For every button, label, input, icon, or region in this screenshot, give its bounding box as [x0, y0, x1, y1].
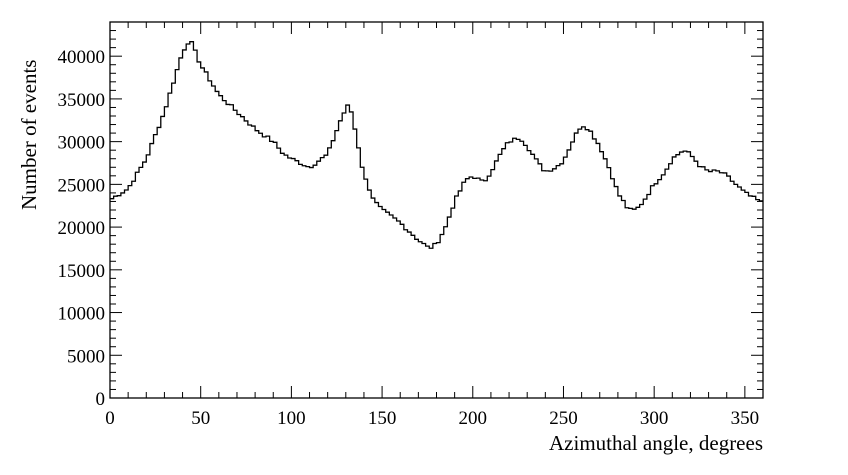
- y-axis-ticks: [110, 21, 763, 399]
- x-axis-tick-labels: 0 50 100 150 200 250 300 350: [105, 408, 759, 429]
- x-tick-label: 250: [549, 408, 578, 429]
- y-tick-label: 5000: [67, 346, 105, 367]
- y-tick-label: 25000: [58, 175, 106, 196]
- y-axis-title: Number of events: [17, 60, 41, 210]
- x-tick-label: 300: [640, 408, 669, 429]
- x-tick-label: 100: [277, 408, 306, 429]
- y-tick-label: 20000: [58, 218, 106, 239]
- x-axis-title: Azimuthal angle, degrees: [549, 431, 763, 455]
- y-tick-label: 35000: [58, 90, 106, 111]
- x-tick-label: 200: [459, 408, 488, 429]
- y-tick-label: 15000: [58, 261, 106, 282]
- x-tick-label: 150: [368, 408, 397, 429]
- x-tick-label: 350: [731, 408, 760, 429]
- histogram-series-line: [110, 41, 763, 249]
- y-tick-label: 0: [96, 389, 106, 410]
- y-tick-label: 40000: [58, 47, 106, 68]
- x-tick-label: 0: [105, 408, 115, 429]
- y-tick-label: 30000: [58, 133, 106, 154]
- y-axis-tick-labels: 0 5000 10000 15000 20000 25000 30000 35000 40000: [58, 47, 106, 410]
- x-tick-label: 50: [191, 408, 210, 429]
- y-tick-label: 10000: [58, 304, 106, 325]
- x-axis-ticks: [109, 22, 764, 398]
